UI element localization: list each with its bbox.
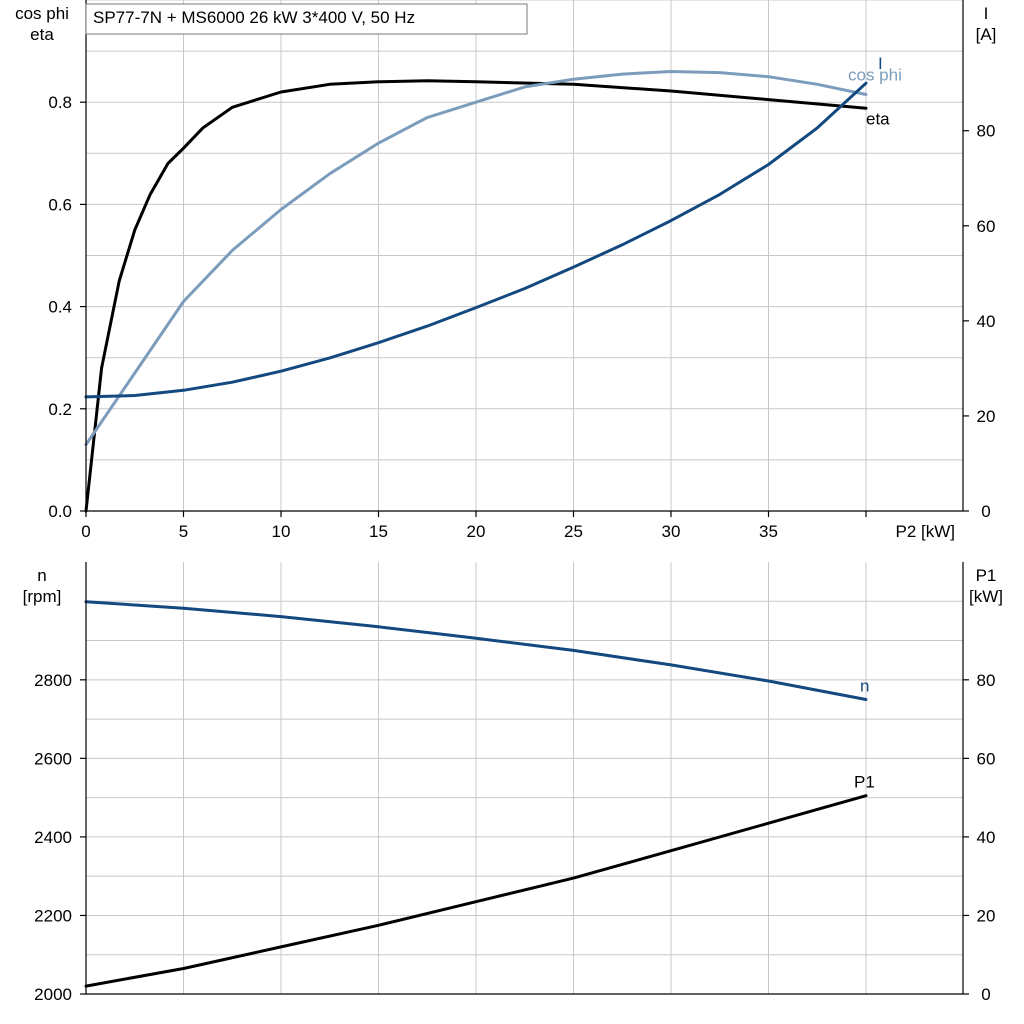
right-tick-label: 40 [977,828,996,847]
right-tick-label: 40 [977,312,996,331]
right-tick-label: 80 [977,671,996,690]
series-label-cos-phi: cos phi [848,66,902,85]
left-axis-title: eta [30,25,54,44]
chart-title: SP77-7N + MS6000 26 kW 3*400 V, 50 Hz [93,8,415,27]
series-label-eta: eta [866,109,890,128]
right-axis-title: [kW] [969,587,1003,606]
series-line-i [84,81,868,399]
left-tick-label: 2600 [34,749,72,768]
series-line-n [84,600,868,701]
x-tick-label: 30 [662,522,681,541]
left-axis-title: cos phi [15,4,69,23]
right-tick-label: 0 [981,985,990,1004]
x-axis-title: P2 [kW] [895,522,955,541]
x-tick-label: 15 [369,522,388,541]
left-tick-label: 2200 [34,906,72,925]
x-tick-label: 10 [272,522,291,541]
x-tick-label: 20 [467,522,486,541]
right-axis-title: P1 [976,566,997,585]
left-axis-title: [rpm] [23,587,62,606]
series-label-p1: P1 [854,773,875,792]
right-tick-label: 20 [977,407,996,426]
left-tick-label: 2000 [34,985,72,1004]
right-tick-label: 60 [977,749,996,768]
x-tick-label: 25 [564,522,583,541]
series-label-i: I [878,54,883,73]
left-axis-title: n [37,566,46,585]
right-axis-title: [A] [976,25,997,44]
left-tick-label: 2800 [34,671,72,690]
left-tick-label: 0.0 [48,502,72,521]
right-tick-label: 0 [981,502,990,521]
chart-title-box: SP77-7N + MS6000 26 kW 3*400 V, 50 Hz [85,3,528,35]
series-line-cos-phi [84,70,868,447]
series-line-eta [84,79,868,513]
x-tick-label: 0 [81,522,90,541]
left-tick-label: 2400 [34,828,72,847]
x-tick-label: 5 [179,522,188,541]
series-line-p1 [84,794,868,988]
right-axis-title: I [984,4,989,23]
left-tick-label: 0.6 [48,195,72,214]
right-tick-label: 80 [977,122,996,141]
right-tick-label: 20 [977,906,996,925]
left-tick-label: 0.4 [48,298,72,317]
left-tick-label: 0.2 [48,400,72,419]
right-tick-label: 60 [977,217,996,236]
left-tick-label: 0.8 [48,93,72,112]
x-tick-label: 35 [759,522,778,541]
series-label-n: n [860,676,869,695]
